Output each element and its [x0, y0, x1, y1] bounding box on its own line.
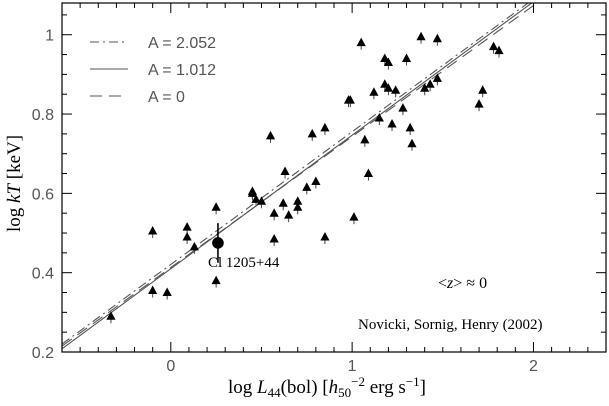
data-point-45 — [420, 83, 430, 92]
data-point-40 — [398, 103, 408, 112]
data-point-23 — [311, 176, 321, 185]
fit-line-2 — [62, 3, 538, 347]
data-point-31 — [363, 168, 374, 178]
data-point-24 — [320, 122, 330, 132]
data-point-4 — [182, 222, 192, 231]
redshift-annotation: <z> ≈ 0 — [438, 275, 487, 292]
x-axis-ticks: 0 1 2 — [79, 3, 589, 375]
data-point-49 — [474, 99, 484, 108]
data-point-38 — [387, 118, 397, 128]
data-point-33 — [374, 113, 384, 122]
data-point-22 — [307, 128, 317, 138]
data-point-10 — [247, 188, 257, 197]
plot-frame — [61, 2, 607, 353]
data-point-12 — [256, 196, 267, 205]
legend: A = 2.052 A = 1.012 A = 0 — [90, 35, 216, 106]
data-point-21 — [302, 182, 312, 191]
data-point-11 — [251, 194, 261, 203]
data-point-32 — [369, 87, 379, 96]
legend-label-a1012: A = 1.012 — [148, 62, 216, 79]
data-point-14 — [269, 208, 279, 217]
data-point-46 — [425, 79, 435, 88]
data-point-43 — [407, 138, 417, 148]
data-point-6 — [189, 241, 199, 251]
plot-marks — [62, 3, 538, 350]
data-point-0 — [106, 311, 116, 320]
data-point-30 — [360, 134, 370, 144]
data-point-50 — [478, 85, 488, 94]
data-point-15 — [269, 233, 279, 243]
y-axis-title: log kT [keV] — [4, 135, 25, 232]
y-tick-label: 0.6 — [32, 186, 54, 203]
fit-line-0 — [62, 3, 529, 345]
x-tick-label: 1 — [348, 358, 357, 375]
data-point-48 — [432, 73, 442, 82]
y-tick-label: 0.4 — [32, 266, 54, 283]
data-point-39 — [391, 85, 401, 94]
data-point-13 — [265, 130, 276, 140]
data-point-5 — [182, 231, 192, 241]
x-tick-label: 2 — [529, 358, 538, 375]
y-tick-label: 0.8 — [32, 107, 54, 124]
legend-label-a0: A = 0 — [148, 89, 185, 106]
data-point-17 — [280, 166, 290, 176]
data-point-1 — [148, 285, 158, 295]
legend-label-a2052: A = 2.052 — [148, 35, 216, 52]
cluster-point — [212, 237, 224, 249]
data-point-7 — [211, 275, 221, 285]
data-point-51 — [488, 41, 499, 51]
data-point-47 — [432, 33, 442, 43]
data-point-2 — [148, 226, 158, 235]
data-point-25 — [320, 231, 330, 241]
data-point-20 — [293, 202, 303, 211]
data-point-8 — [211, 202, 221, 211]
data-point-35 — [380, 79, 390, 88]
data-point-27 — [345, 95, 355, 104]
data-point-52 — [494, 45, 504, 55]
data-point-36 — [383, 57, 393, 66]
data-point-16 — [278, 198, 288, 207]
x-axis-title: log L44(bol) [h50−2 erg s−1] — [228, 374, 426, 400]
data-point-28 — [349, 212, 359, 221]
cluster-label: Cl 1205+44 — [208, 255, 280, 271]
data-point-34 — [380, 53, 390, 63]
data-point-19 — [293, 196, 303, 205]
data-point-41 — [401, 53, 412, 63]
citation-annotation: Novicki, Sornig, Henry (2002) — [358, 317, 543, 333]
data-point-29 — [356, 37, 366, 47]
data-point-18 — [284, 210, 294, 219]
data-point-44 — [416, 31, 426, 41]
data-point-3 — [162, 287, 172, 297]
y-tick-label: 1 — [45, 28, 54, 45]
x-tick-label: 0 — [166, 358, 175, 375]
y-axis-ticks: 0.2 0.4 0.6 0.8 1 — [32, 14, 606, 362]
data-point-42 — [405, 122, 415, 132]
y-tick-label: 0.2 — [32, 345, 54, 362]
data-point-37 — [383, 83, 393, 92]
